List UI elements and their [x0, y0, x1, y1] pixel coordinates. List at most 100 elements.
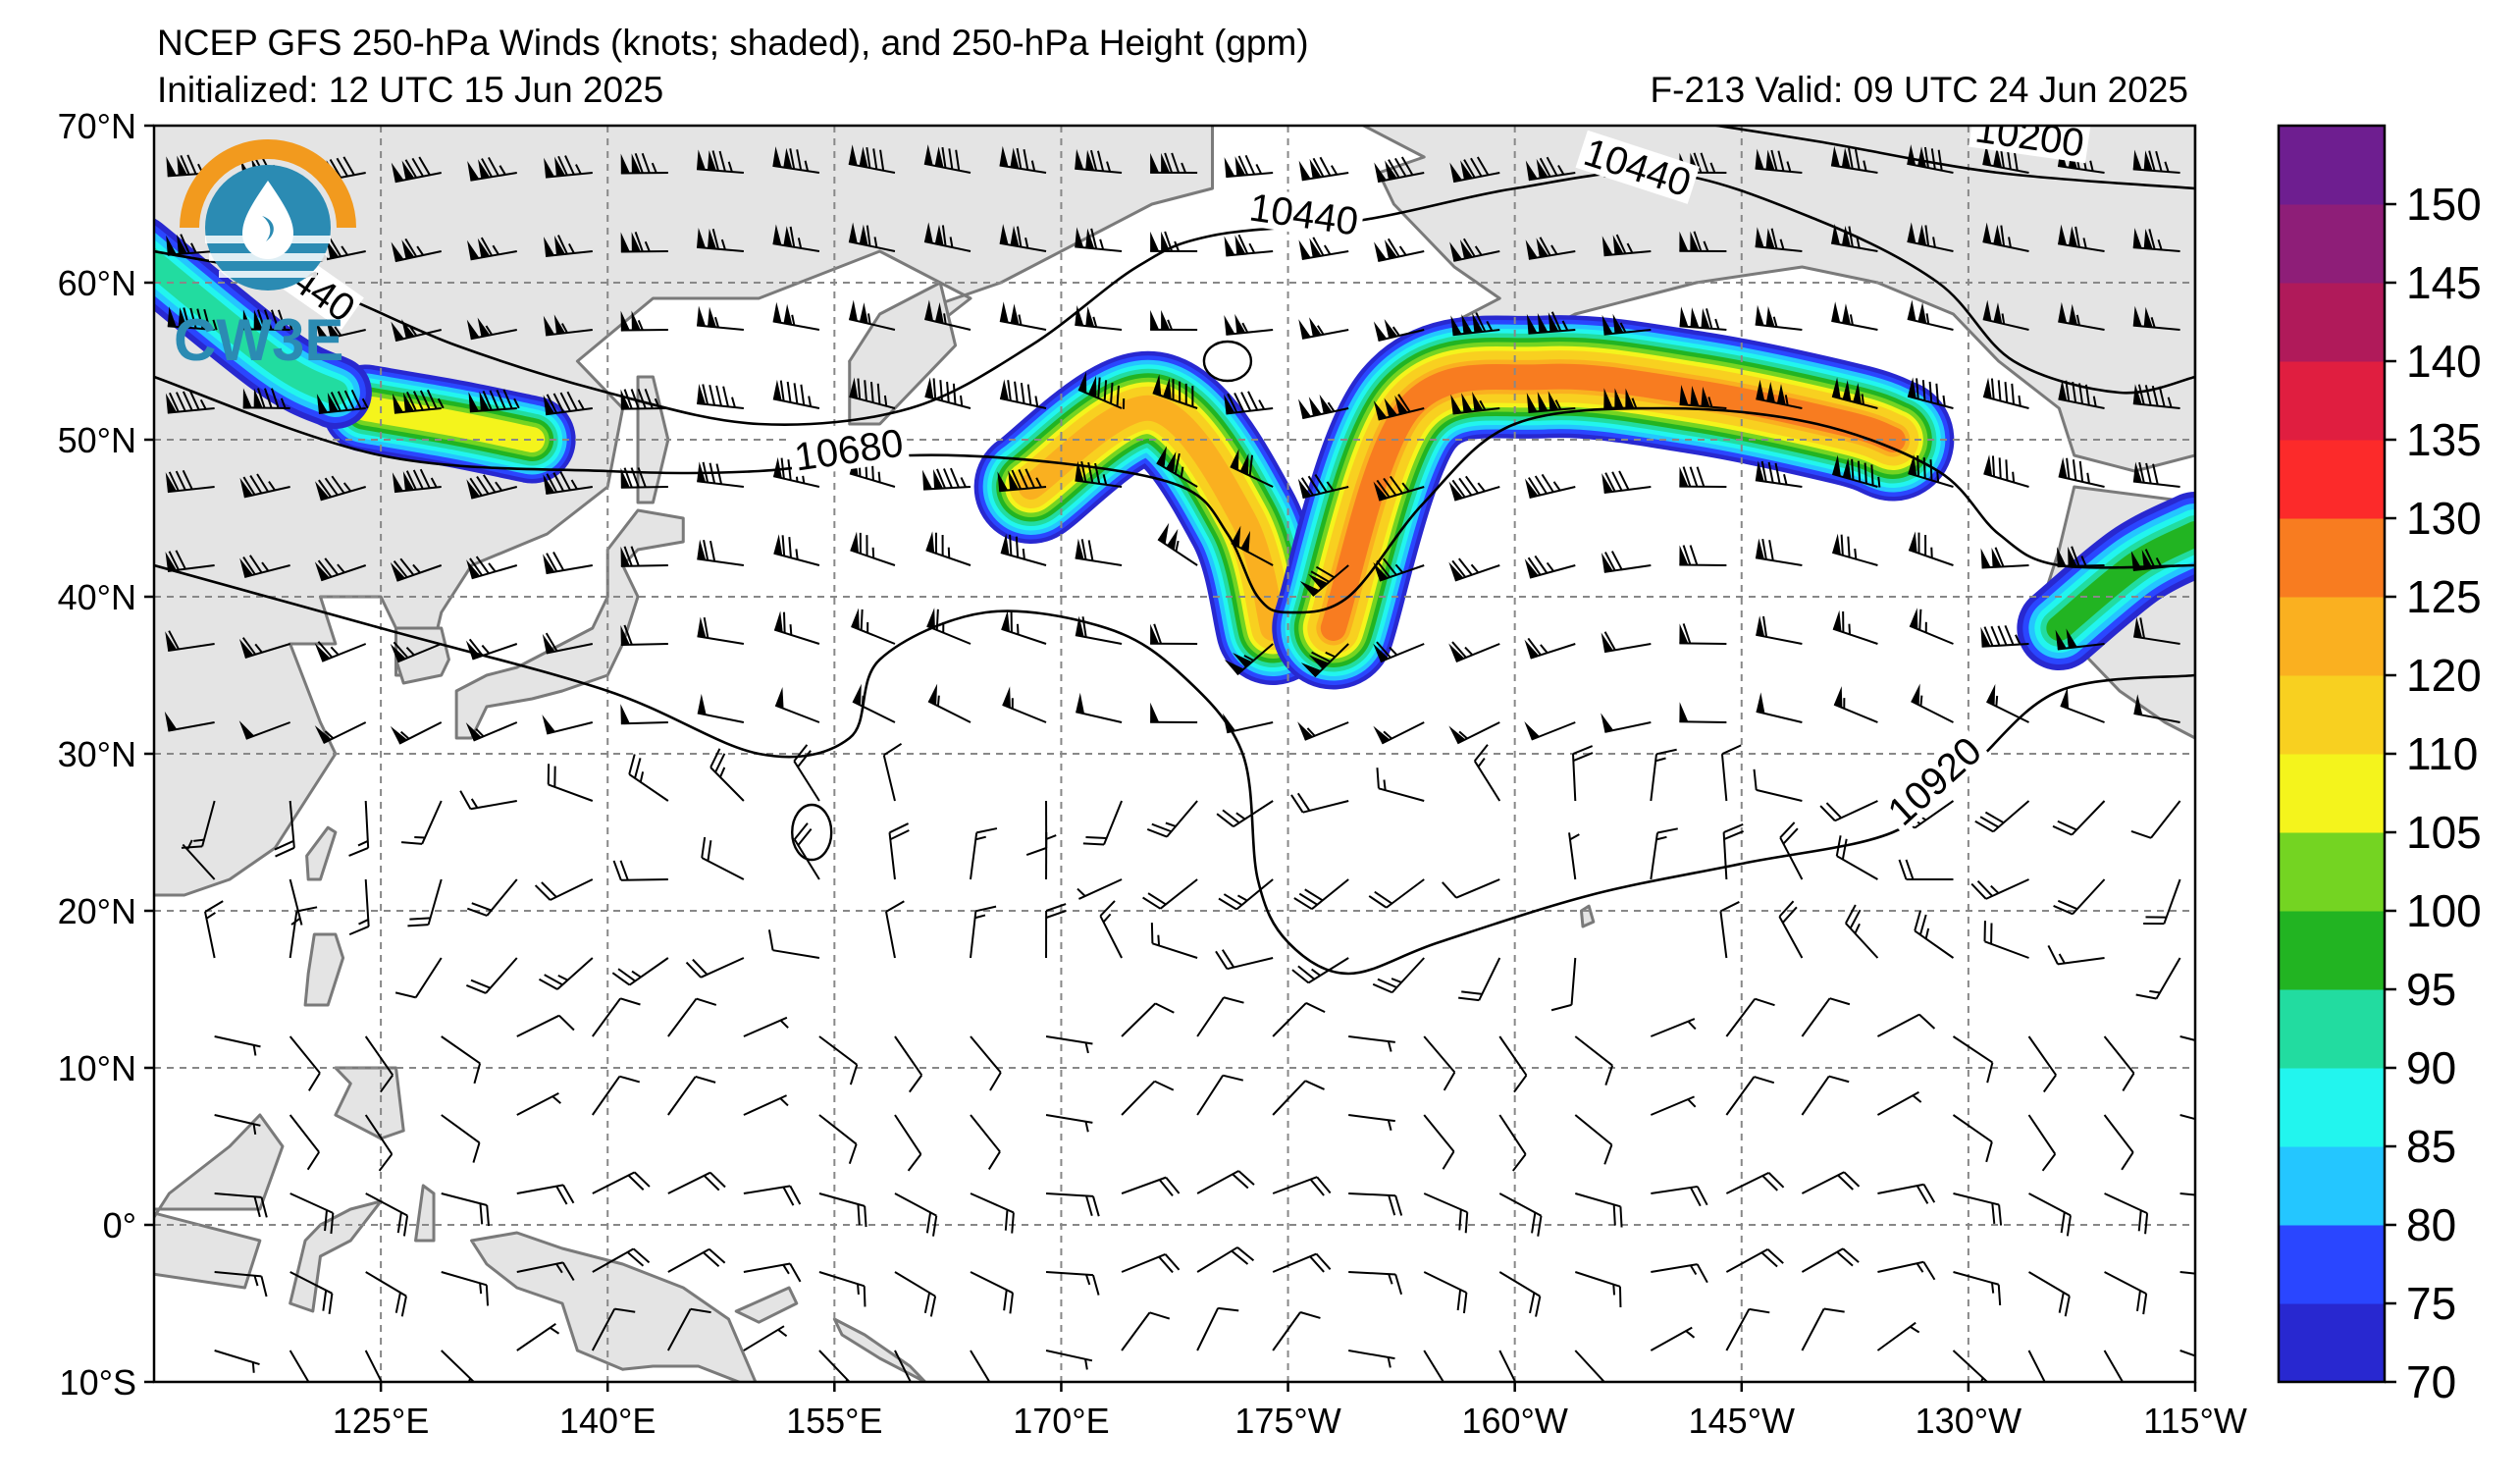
barb-staff: [1386, 878, 1425, 909]
barb-pennant: [1537, 392, 1549, 412]
barb-staff: [1231, 542, 1274, 566]
barb-full: [934, 532, 938, 554]
barb-full: [714, 753, 726, 773]
barb-staff: [427, 878, 443, 926]
barb-half: [1165, 821, 1177, 827]
wind-barb: [970, 1192, 1015, 1234]
wind-barb: [1045, 1035, 1093, 1054]
barb-pennant: [1373, 481, 1388, 501]
barb-half: [1122, 397, 1126, 409]
barb-full: [946, 381, 950, 403]
barb-half: [1924, 621, 1927, 633]
wind-barb: [2130, 549, 2180, 571]
barb-half: [430, 477, 438, 489]
barb-full: [1983, 626, 1994, 647]
barb-half: [1546, 561, 1554, 572]
barb-full: [297, 1391, 318, 1406]
barb-pennant: [1832, 609, 1842, 632]
barb-pennant: [1991, 547, 2002, 567]
barb-full: [2078, 383, 2083, 404]
barb-full: [1905, 859, 1915, 880]
wind-barb: [1524, 473, 1576, 499]
barb-half: [1235, 812, 1246, 821]
barb-staff: [289, 1350, 315, 1382]
barb-full: [263, 309, 273, 331]
colorbar-tick-label: 135: [2406, 414, 2482, 465]
barb-pennant: [1842, 225, 1851, 247]
wind-barb: [1272, 1176, 1332, 1196]
barb-pennant: [620, 625, 630, 646]
barb-pennant: [1831, 301, 1841, 323]
barb-staff: [1302, 407, 1349, 420]
barb-staff: [214, 1114, 261, 1127]
wind-barb: [314, 557, 367, 582]
barb-full: [859, 532, 862, 555]
barb-full: [242, 476, 256, 496]
wind-barb: [214, 1192, 268, 1218]
barb-full: [1394, 1194, 1403, 1216]
barb-half: [1919, 695, 1923, 707]
barb-pennant: [1309, 238, 1322, 258]
barb-pennant: [479, 391, 490, 411]
wind-barb: [1601, 313, 1652, 336]
barb-full: [1312, 157, 1325, 178]
wind-barb: [1448, 721, 1500, 745]
barb-half: [1383, 730, 1392, 740]
barb-full: [264, 388, 273, 409]
barb-full: [1011, 469, 1023, 490]
closed-height-contour: [1202, 340, 1253, 383]
wind-barb: [818, 1192, 867, 1228]
barb-pennant: [1085, 306, 1095, 327]
barb-full: [1451, 559, 1467, 578]
barb-pennant: [1222, 713, 1236, 733]
wind-barb: [1911, 683, 1954, 723]
barb-full: [1311, 651, 1331, 662]
barb-half: [1783, 474, 1788, 485]
barb-full: [1085, 835, 1107, 839]
barb-pennant: [1234, 313, 1246, 334]
wind-barb: [1755, 148, 1803, 174]
wind-barb: [2132, 305, 2180, 331]
barb-full: [1535, 1296, 1542, 1317]
barb-staff: [620, 564, 668, 567]
barb-pennant: [1679, 306, 1689, 327]
barb-staff: [697, 557, 745, 566]
barb-staff: [772, 320, 820, 331]
barb-full: [489, 390, 499, 410]
barb-full: [1983, 921, 1986, 942]
wind-barb: [1498, 1035, 1528, 1093]
barb-staff: [999, 241, 1047, 252]
barb-full: [168, 630, 180, 650]
barb-staff: [793, 838, 820, 880]
barb-pennant: [1384, 397, 1398, 417]
wind-barb: [667, 1171, 726, 1194]
wind-barb: [1909, 608, 1954, 645]
barb-full: [1087, 461, 1094, 484]
barb-half: [358, 919, 369, 926]
colorbar-bin: [2279, 440, 2385, 519]
barb-staff: [1722, 832, 1728, 880]
wind-barb: [1980, 547, 2029, 569]
barb-full: [1753, 768, 1758, 790]
barb-half: [1779, 238, 1785, 250]
barb-full: [1918, 1013, 1936, 1030]
barb-staff: [923, 162, 971, 174]
barb-full: [1116, 385, 1120, 407]
wind-barb: [1574, 1271, 1622, 1308]
barb-full: [797, 750, 812, 768]
barb-pennant: [1373, 321, 1388, 341]
barb-pennant: [1614, 388, 1624, 408]
barb-full: [703, 616, 709, 639]
barb-full: [1011, 1212, 1015, 1234]
barb-full: [1184, 383, 1187, 405]
wind-barb: [697, 693, 745, 723]
wind-barb: [1983, 921, 2029, 959]
wind-barb: [772, 379, 820, 409]
barb-staff: [1801, 1308, 1825, 1351]
barb-full: [1761, 538, 1767, 560]
wind-barb: [1801, 997, 1851, 1037]
barb-pennant: [1224, 660, 1244, 675]
barb-full: [317, 641, 334, 659]
wind-barb: [1679, 623, 1727, 645]
barb-full: [1857, 460, 1862, 482]
